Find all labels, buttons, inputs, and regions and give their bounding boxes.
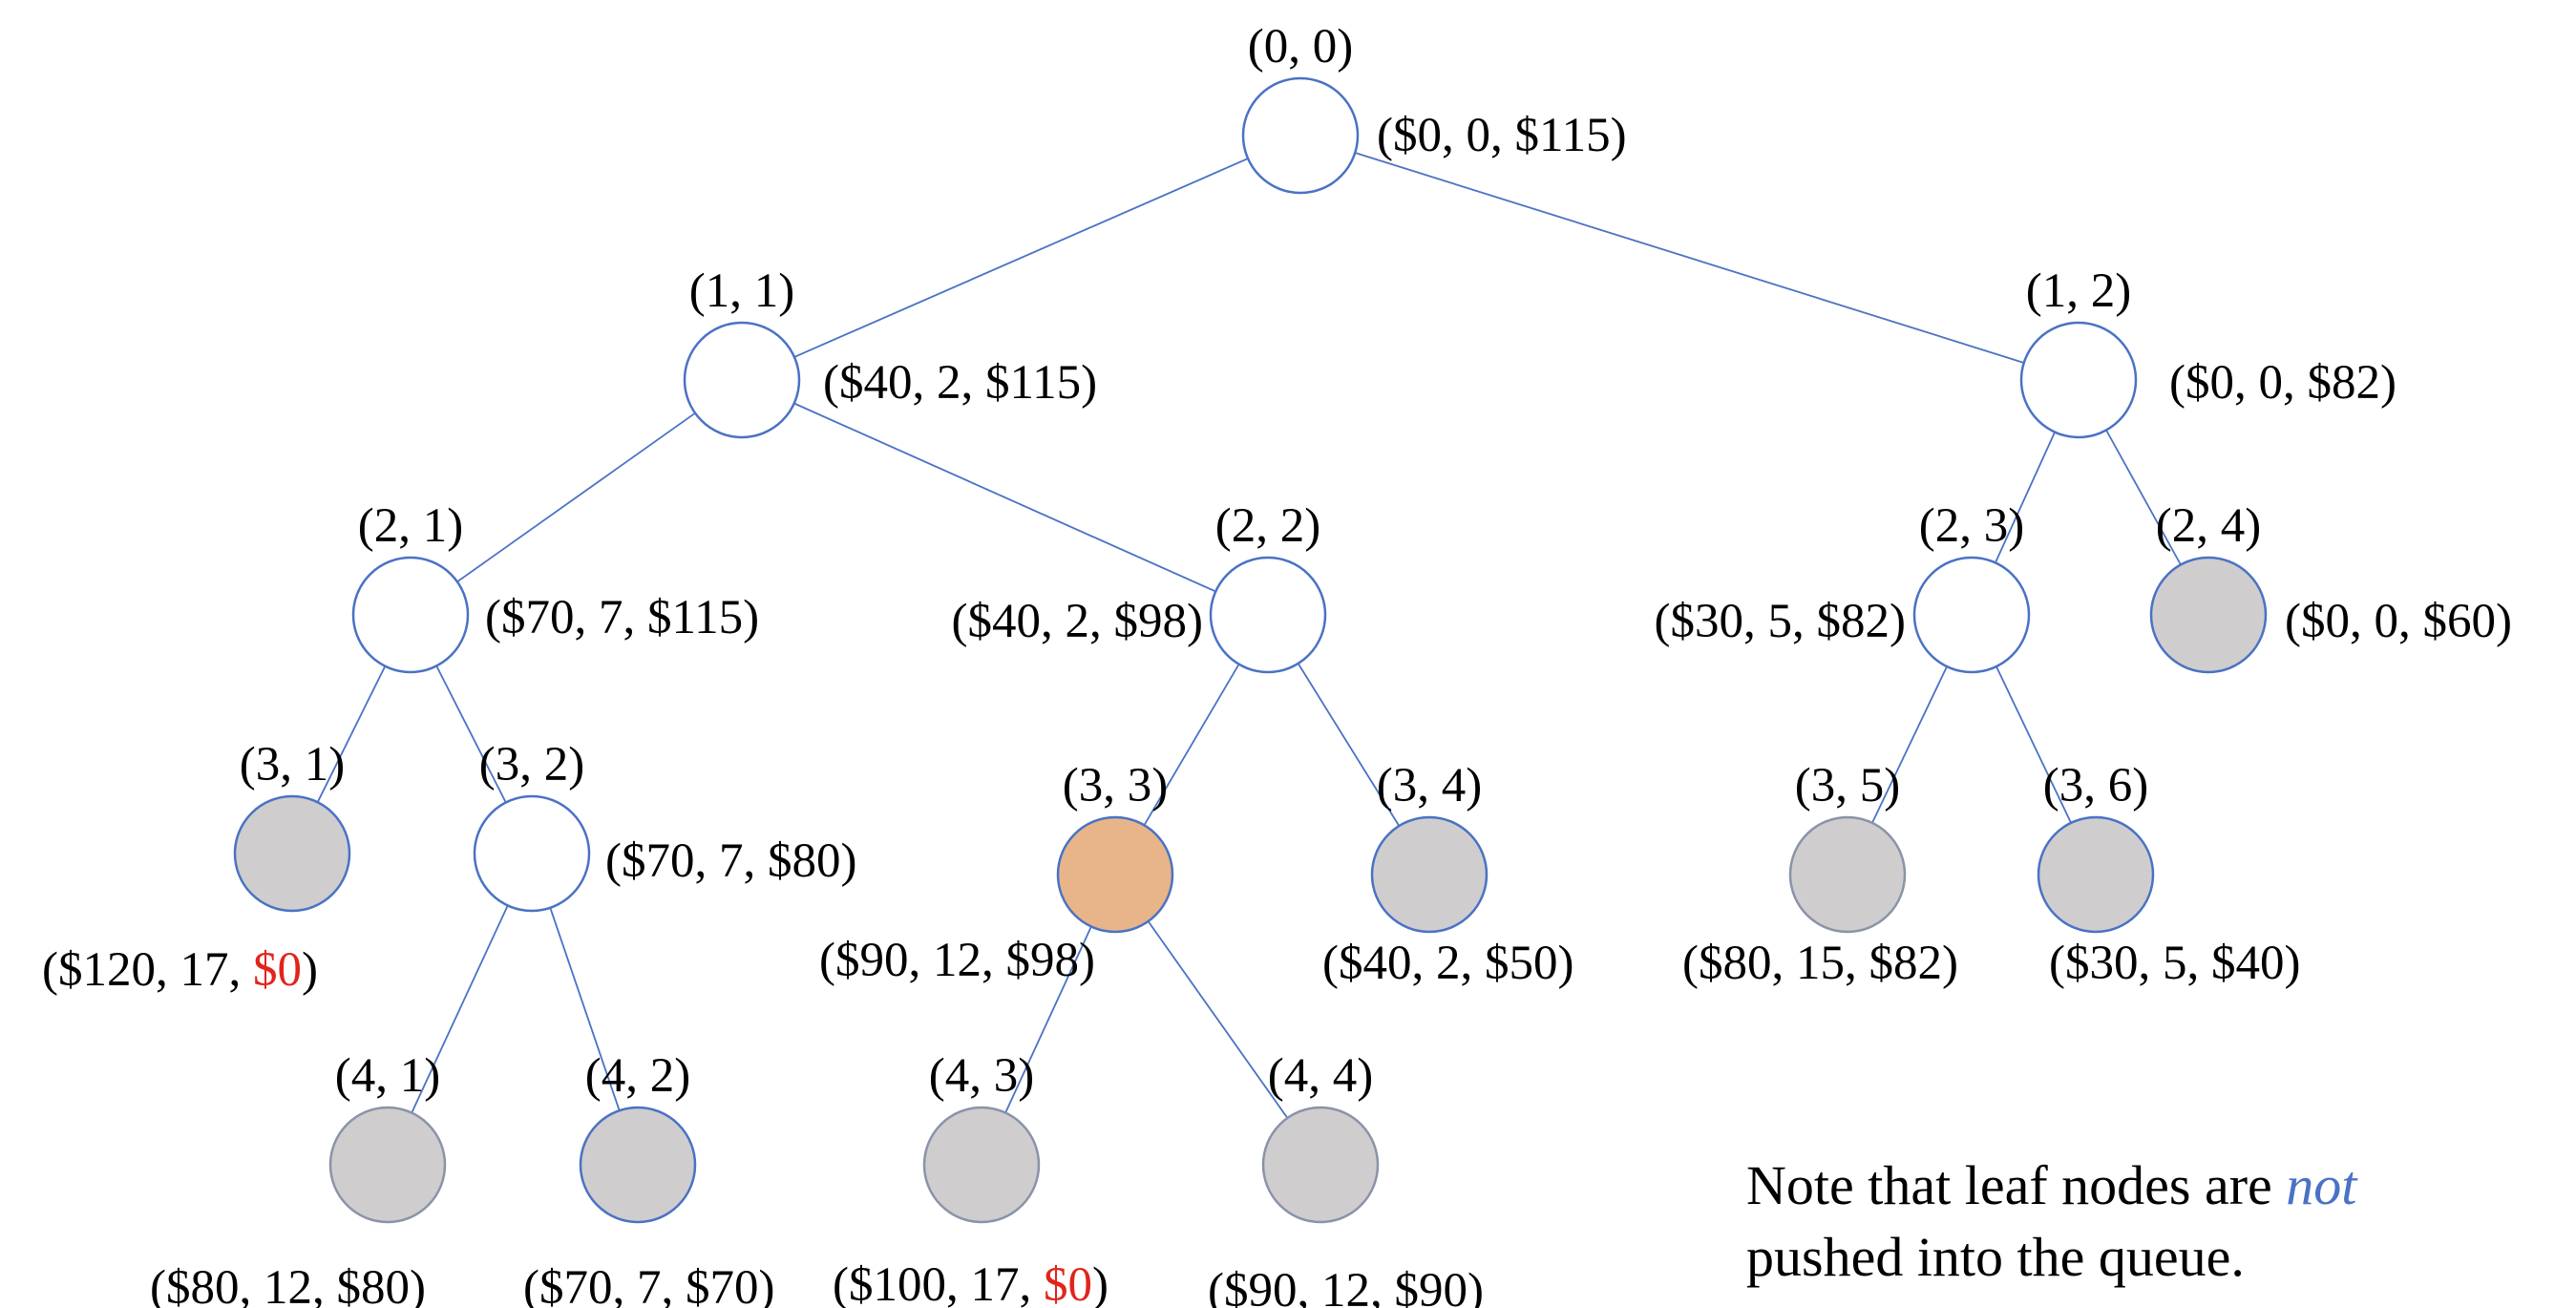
node-3-4 — [1370, 815, 1489, 934]
tree-labels: (0, 0) ($0, 0, $115) (1, 1) ($40, 2, $115) (… — [42, 20, 2512, 1308]
node-value-pre: ($80, 12, $80) — [150, 1261, 426, 1308]
node-4-2 — [579, 1106, 697, 1224]
node-label-3-2: (3, 2) — [479, 738, 584, 791]
node-value-3-6: ($30, 5, $40) — [2049, 937, 2300, 990]
node-value-pre: ($90, 12, $90) — [1208, 1264, 1484, 1308]
node-value-pre: ($100, 17, — [833, 1258, 1044, 1308]
node-value-2-4: ($0, 0, $60) — [2285, 595, 2512, 648]
node-value-1-2: ($0, 0, $82) — [2169, 356, 2397, 410]
node-4-4 — [1261, 1106, 1380, 1224]
node-label-4-3: (4, 3) — [929, 1049, 1034, 1103]
edge-2-1-to-3-1 — [316, 665, 387, 803]
node-label-3-4: (3, 4) — [1377, 759, 1482, 812]
edge-1-2-to-2-3 — [1995, 432, 2056, 563]
node-value-1-1: ($40, 2, $115) — [823, 356, 1097, 410]
node-label-4-2: (4, 2) — [585, 1049, 690, 1103]
edge-1-2-to-2-4 — [2105, 430, 2182, 565]
node-value-3-3: ($90, 12, $98) — [819, 934, 1095, 987]
edge-0-0-to-1-2 — [1354, 152, 2025, 364]
edge-3-2-to-4-1 — [411, 905, 509, 1113]
node-value-pre: ($0, 0, $115) — [1377, 109, 1627, 162]
node-3-1 — [233, 794, 351, 913]
node-value-4-2: ($70, 7, $70) — [523, 1261, 774, 1308]
node-value-pre: ($40, 2, $115) — [823, 356, 1097, 410]
node-value-post: ) — [302, 943, 318, 997]
edge-1-1-to-2-1 — [456, 411, 696, 583]
edge-2-2-to-3-3 — [1143, 664, 1240, 826]
node-value-pre: ($70, 7, $80) — [605, 834, 856, 888]
node-2-2 — [1209, 556, 1327, 674]
node-value-pre: ($40, 2, $50) — [1322, 937, 1573, 990]
node-3-6 — [2037, 815, 2155, 934]
node-label-2-4: (2, 4) — [2156, 499, 2261, 553]
node-3-3 — [1056, 815, 1174, 934]
edge-2-3-to-3-5 — [1871, 665, 1948, 824]
node-value-post: ) — [1092, 1258, 1109, 1308]
note-line-2: pushed into the queue. — [1746, 1226, 2245, 1288]
node-label-0-0: (0, 0) — [1248, 20, 1353, 74]
edge-2-3-to-3-6 — [1995, 665, 2072, 824]
node-value-3-5: ($80, 15, $82) — [1682, 937, 1958, 990]
node-4-3 — [922, 1106, 1041, 1224]
note-emphasis: not — [2286, 1154, 2357, 1216]
node-value-4-3: ($100, 17, $0) — [833, 1258, 1109, 1308]
tree-edges — [316, 152, 2182, 1119]
node-value-0-0: ($0, 0, $115) — [1377, 109, 1627, 162]
node-label-2-2: (2, 2) — [1215, 499, 1320, 553]
node-label-4-4: (4, 4) — [1268, 1049, 1373, 1103]
node-value-highlight: $0 — [253, 943, 302, 997]
node-label-2-3: (2, 3) — [1919, 499, 2024, 553]
note-line-1: Note that leaf nodes are not — [1746, 1150, 2529, 1221]
node-label-3-5: (3, 5) — [1795, 759, 1900, 812]
node-1-2 — [2019, 321, 2138, 439]
edge-1-1-to-2-2 — [793, 402, 1216, 593]
node-value-4-4: ($90, 12, $90) — [1208, 1264, 1484, 1308]
node-value-pre: ($0, 0, $60) — [2285, 595, 2512, 648]
node-label-2-1: (2, 1) — [358, 499, 463, 553]
leaf-nodes-note: Note that leaf nodes are not pushed into… — [1746, 1150, 2529, 1293]
node-3-5 — [1788, 815, 1907, 934]
edge-2-1-to-3-2 — [435, 665, 507, 803]
node-label-1-1: (1, 1) — [689, 264, 794, 318]
node-value-3-4: ($40, 2, $50) — [1322, 937, 1573, 990]
node-1-1 — [683, 321, 801, 439]
node-value-4-1: ($80, 12, $80) — [150, 1261, 426, 1308]
node-value-pre: ($70, 7, $70) — [523, 1261, 774, 1308]
node-label-3-6: (3, 6) — [2043, 759, 2148, 812]
node-value-2-2: ($40, 2, $98) — [952, 595, 1203, 648]
tree-nodes — [233, 76, 2268, 1224]
edge-3-3-to-4-4 — [1147, 920, 1289, 1119]
node-label-3-3: (3, 3) — [1063, 759, 1168, 812]
node-value-pre: ($80, 15, $82) — [1682, 937, 1958, 990]
edge-3-3-to-4-3 — [1004, 926, 1092, 1113]
node-value-3-1: ($120, 17, $0) — [42, 943, 318, 997]
edge-0-0-to-1-1 — [793, 158, 1249, 358]
node-value-pre: ($40, 2, $98) — [952, 595, 1203, 648]
node-value-pre: ($30, 5, $82) — [1655, 595, 1906, 648]
note-text-1: Note that leaf nodes are — [1746, 1154, 2287, 1216]
node-value-3-2: ($70, 7, $80) — [605, 834, 856, 888]
node-label-3-1: (3, 1) — [240, 738, 345, 791]
node-value-2-1: ($70, 7, $115) — [485, 591, 759, 644]
node-value-pre: ($70, 7, $115) — [485, 591, 759, 644]
node-value-pre: ($90, 12, $98) — [819, 934, 1095, 987]
node-value-2-3: ($30, 5, $82) — [1655, 595, 1906, 648]
node-value-pre: ($30, 5, $40) — [2049, 937, 2300, 990]
node-2-1 — [351, 556, 470, 674]
node-4-1 — [328, 1106, 447, 1224]
node-value-highlight: $0 — [1044, 1258, 1092, 1308]
edge-2-2-to-3-4 — [1297, 663, 1401, 827]
node-2-3 — [1912, 556, 2031, 674]
node-2-4 — [2149, 556, 2268, 674]
node-label-1-2: (1, 2) — [2026, 264, 2131, 318]
node-value-pre: ($0, 0, $82) — [2169, 356, 2397, 410]
node-label-4-1: (4, 1) — [335, 1049, 440, 1103]
edge-3-2-to-4-2 — [549, 907, 621, 1111]
node-3-2 — [473, 794, 591, 913]
node-0-0 — [1241, 76, 1360, 195]
node-value-pre: ($120, 17, — [42, 943, 253, 997]
